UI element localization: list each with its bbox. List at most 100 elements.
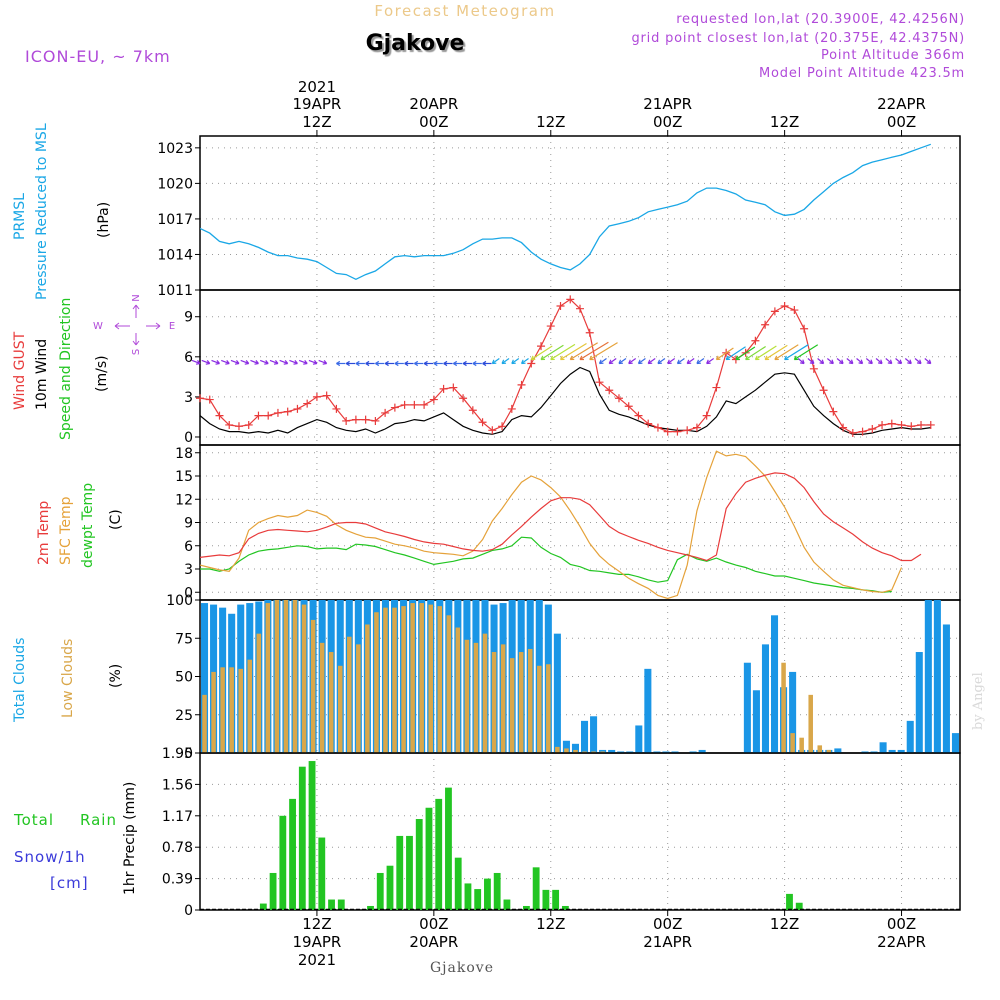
point-altitude: Point Altitude 366m xyxy=(821,48,965,63)
gust-marker xyxy=(498,422,507,431)
low-cloud-bar xyxy=(509,658,515,753)
wind-arrow xyxy=(706,358,715,364)
wind-arrow xyxy=(240,359,249,365)
bottom-axis-tick: 12Z xyxy=(770,910,799,933)
model-altitude: Model Point Altitude 423.5m xyxy=(759,66,965,81)
precip-axis-label: 1hr Precip (mm) xyxy=(122,782,138,895)
low-cloud-bar xyxy=(817,745,823,753)
compass-arrows xyxy=(114,304,161,346)
wind-arrow-head xyxy=(628,359,633,365)
bottom-axis-time: 12Z xyxy=(536,915,565,933)
pressure-ytick-label: 1011 xyxy=(157,283,193,299)
wind-arrow xyxy=(647,358,656,364)
wind-arrow-head xyxy=(848,359,854,365)
low-cloud-bar xyxy=(365,624,370,753)
gust-marker xyxy=(576,304,584,313)
bottom-axis-date: 22APR xyxy=(877,933,926,951)
total-cloud-bar xyxy=(743,662,751,753)
precip-ytick-label: 1.56 xyxy=(162,777,193,793)
low-cloud-bar xyxy=(537,665,542,753)
gust-marker xyxy=(585,328,594,337)
snow-label: Snow/1h xyxy=(14,848,86,866)
gust-marker xyxy=(780,302,789,311)
gust-marker xyxy=(205,395,214,404)
low-cloud-bar xyxy=(500,644,506,753)
wind-arrow-head xyxy=(647,359,653,365)
total-clouds-label: Total Clouds xyxy=(12,638,28,723)
wind-arrow xyxy=(191,359,201,365)
top-axis-date: 22APR xyxy=(877,95,926,113)
wind-arrow xyxy=(677,358,685,364)
wind-arrow-head xyxy=(579,355,585,361)
wind-arrow-head xyxy=(303,359,308,365)
low-clouds-label: Low Clouds xyxy=(60,639,76,718)
gust-marker xyxy=(790,306,799,315)
low-cloud-bar xyxy=(446,615,452,753)
low-cloud-bar xyxy=(347,636,352,753)
wind-arrow xyxy=(895,358,902,364)
gust-marker xyxy=(439,384,448,393)
total-cloud-bar xyxy=(861,751,869,753)
pressure-grid xyxy=(200,136,960,291)
wind-arrow xyxy=(784,344,809,360)
total-cloud-bar xyxy=(590,716,598,753)
low-cloud-bar xyxy=(564,748,569,753)
wind-arrow-head xyxy=(453,360,458,367)
top-axis-tick: 12Z xyxy=(770,113,799,136)
wind-arrow-head xyxy=(365,360,370,367)
wind-arrow xyxy=(589,342,618,360)
wind-arrow-head xyxy=(793,355,799,361)
gust-marker xyxy=(371,416,380,425)
temperature-grid xyxy=(200,445,960,600)
rain-bar xyxy=(435,798,443,910)
wind-arrow xyxy=(501,358,510,364)
wind-arrow xyxy=(745,345,766,360)
total-cloud-bar xyxy=(879,742,887,753)
temperature-ytick-label: 6 xyxy=(184,539,193,555)
total-cloud-bar xyxy=(951,733,959,753)
gust-marker xyxy=(225,420,234,429)
rain-bar xyxy=(493,872,501,910)
gust-marker xyxy=(653,423,662,432)
total-cloud-bar xyxy=(662,751,670,753)
pct-unit-label: (%) xyxy=(108,664,124,688)
gust-marker xyxy=(342,416,351,425)
panels: 1011101410171020102303690369121518025507… xyxy=(157,135,961,919)
precip-ytick-label: 0.39 xyxy=(162,872,193,888)
top-axis-date: 21APR xyxy=(643,95,692,113)
wind-arrow-head xyxy=(926,359,932,365)
pressure-labels: PRMSL Pressure Reduced to MSL (hPa) xyxy=(12,123,112,300)
rain-bar xyxy=(259,903,267,910)
wind-arrow-head xyxy=(423,360,428,367)
wind-arrow xyxy=(686,358,695,364)
gust-marker xyxy=(381,408,390,417)
wind-ytick-label: 3 xyxy=(184,390,193,406)
low-cloud-bar xyxy=(319,642,325,753)
low-cloud-bar xyxy=(826,749,832,753)
sfc-temp-line xyxy=(199,450,903,600)
wind-arrow-head xyxy=(735,355,740,361)
bottom-axis-time: 00Z xyxy=(419,915,448,933)
gust-marker xyxy=(293,404,302,413)
gust-marker xyxy=(420,400,429,409)
total-cloud-bar xyxy=(653,751,661,753)
total-cloud-bar xyxy=(635,725,643,753)
rain-bar xyxy=(298,766,306,910)
pressure-frame xyxy=(199,135,961,291)
pressure-ytick-label: 1017 xyxy=(157,212,193,228)
rain-bar xyxy=(415,819,423,910)
wind-arrow xyxy=(856,358,863,364)
temperature-ytick-label: 9 xyxy=(184,516,193,532)
gust-marker xyxy=(264,411,273,420)
rain-bar xyxy=(561,905,569,910)
wind-arrow-head xyxy=(414,360,419,367)
low-cloud-bar xyxy=(256,633,262,753)
low-cloud-bar xyxy=(374,612,379,753)
gust-marker xyxy=(556,302,565,311)
